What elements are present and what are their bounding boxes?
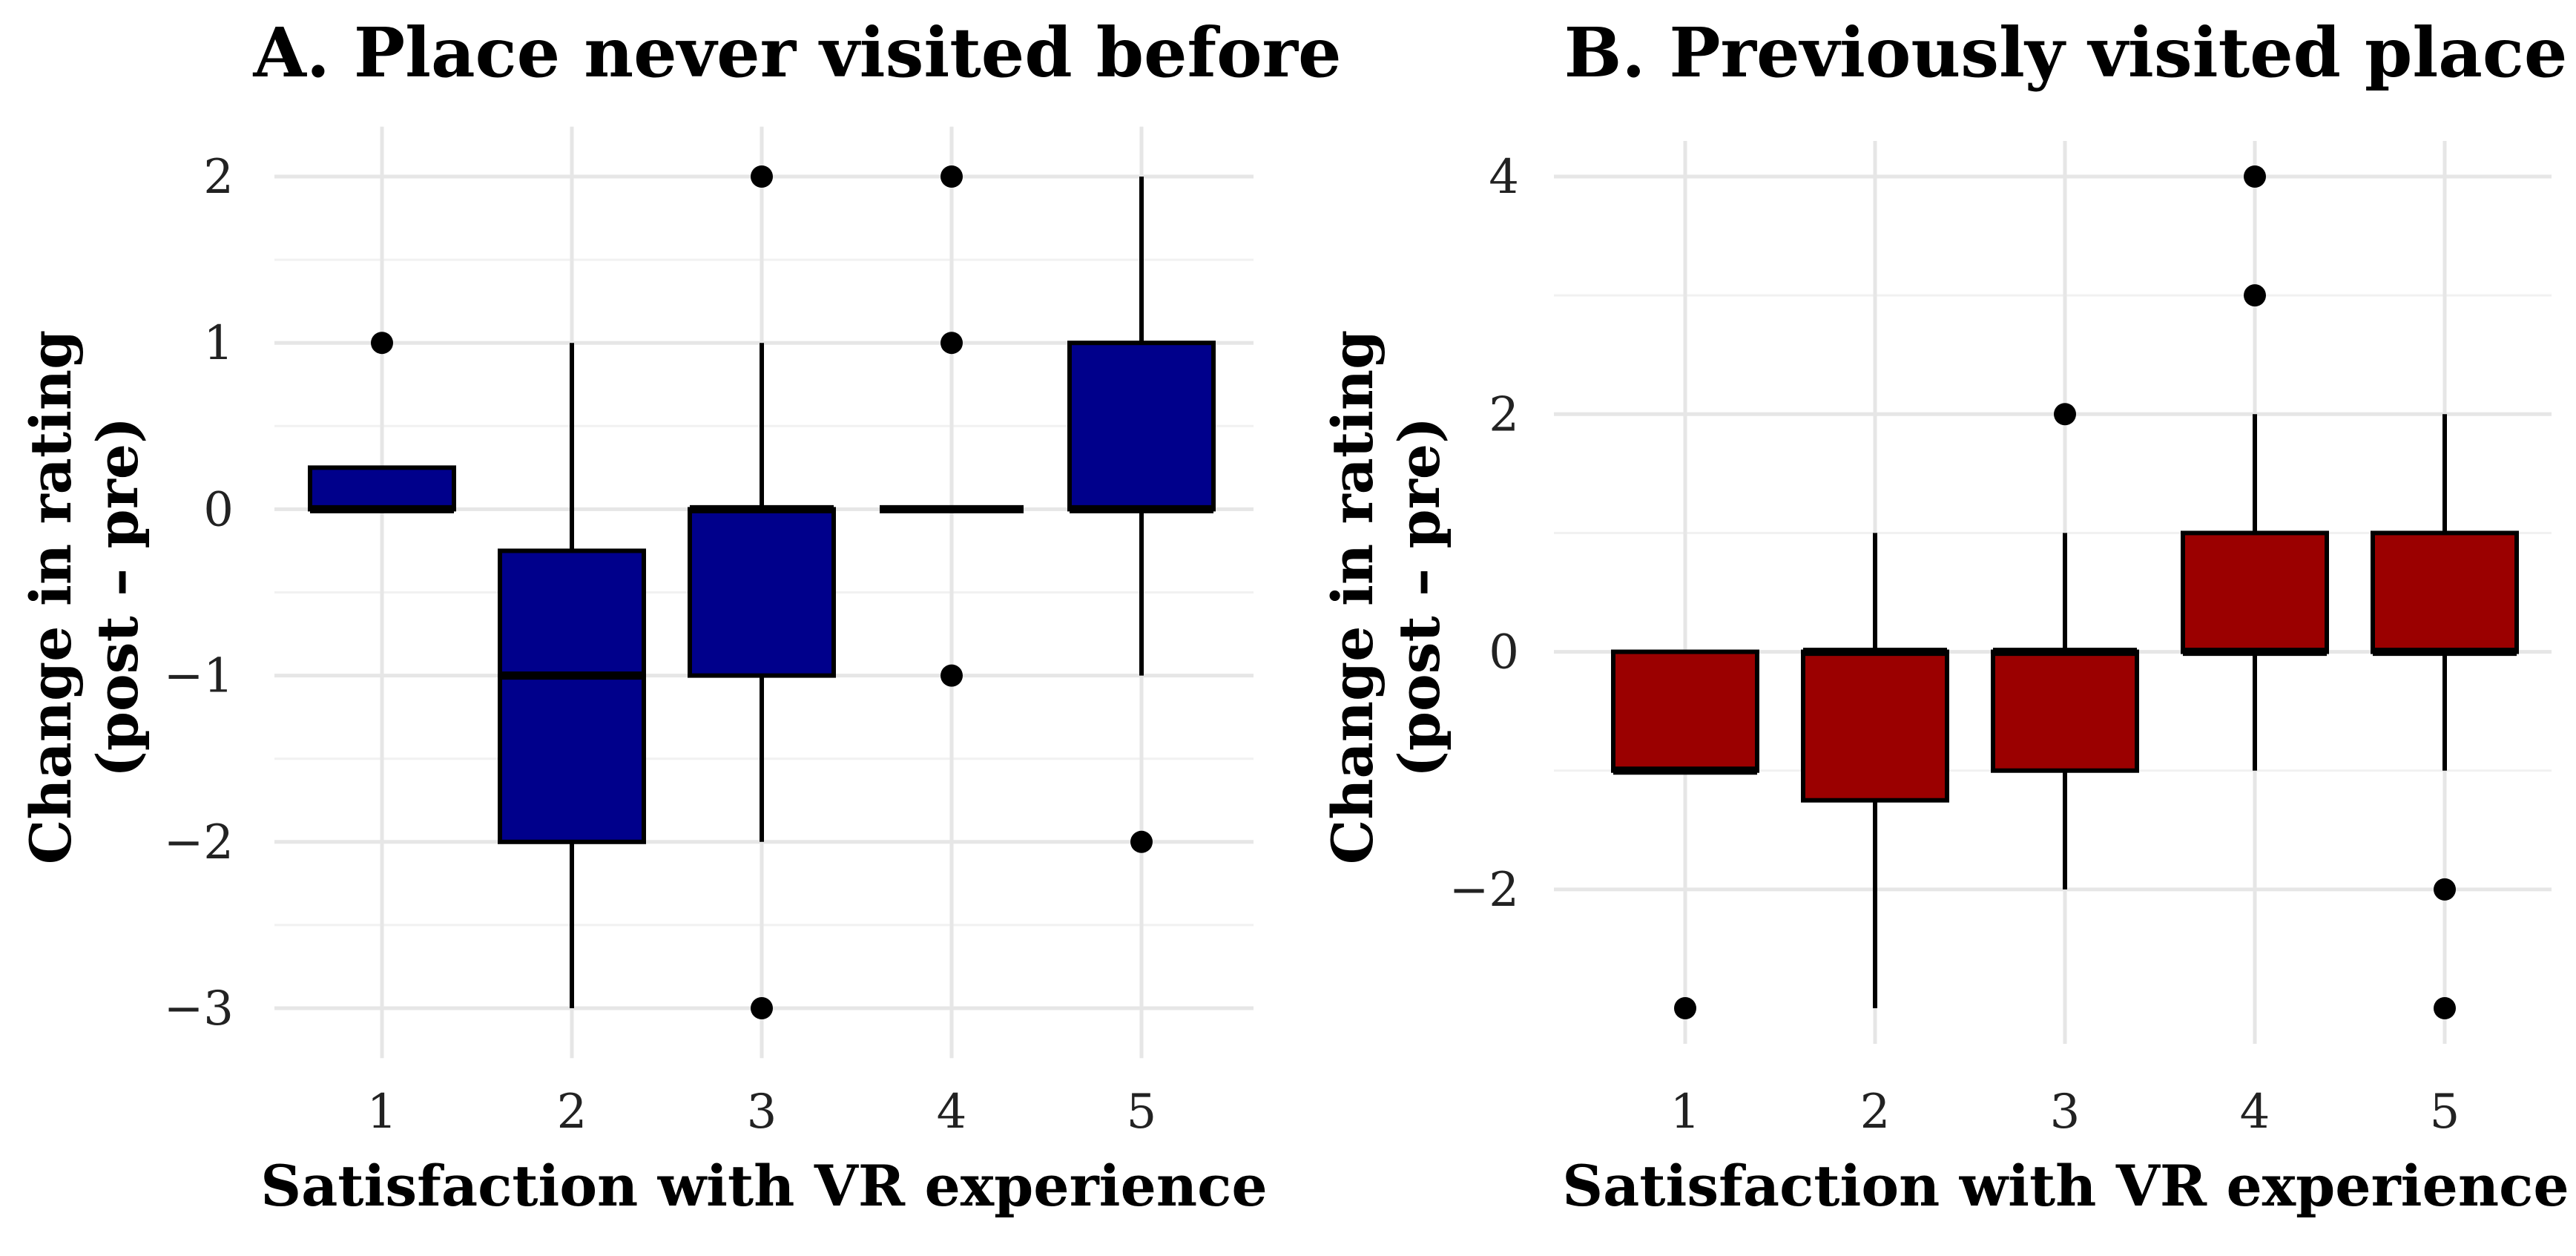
- iqr-box: [1611, 649, 1759, 773]
- outlier-point: [751, 165, 773, 188]
- outlier-point: [2244, 284, 2266, 307]
- panel-a-box-2: [498, 343, 646, 1008]
- panel-a-box-4: [880, 165, 1024, 687]
- panel-a-y-tick-label: −1: [164, 649, 234, 704]
- iqr-box: [308, 465, 456, 512]
- panel-a-x-axis: 1 2 3 4 5: [367, 1085, 1157, 1140]
- panel-b-y-tick-label: 0: [1489, 625, 1519, 680]
- iqr-box: [1801, 649, 1949, 803]
- panel-b-x-tick-label: 2: [1860, 1085, 1891, 1140]
- outlier-point: [1130, 830, 1153, 853]
- outlier-point: [2054, 403, 2076, 426]
- panel-b-title: B. Previously visited place: [1564, 13, 2568, 93]
- panel-a-x-axis-title: Satisfaction with VR experience: [260, 1153, 1268, 1219]
- panel-b-box-3: [1991, 403, 2139, 890]
- panel-b-boxes: [1611, 165, 2519, 1019]
- outlier-point: [941, 664, 963, 687]
- panel-a-box-3: [688, 165, 836, 1019]
- panel-b-x-tick-label: 5: [2430, 1085, 2460, 1140]
- panel-b-y-axis: 4 2 0 −2: [1449, 150, 1519, 918]
- panel-a-x-tick-label: 2: [557, 1085, 587, 1140]
- panel-b-x-tick-label: 4: [2240, 1085, 2270, 1140]
- iqr-box: [2181, 530, 2329, 654]
- panel-b-box-4: [2181, 165, 2329, 771]
- panel-a-y-tick-label: 2: [203, 150, 234, 205]
- panel-a-y-tick-label: 1: [203, 316, 234, 371]
- outlier-point: [941, 332, 963, 355]
- iqr-box: [1067, 341, 1216, 512]
- panel-b-x-tick-label: 3: [2050, 1085, 2081, 1140]
- panel-a-title: A. Place never visited before: [252, 13, 1341, 93]
- outlier-point: [751, 997, 773, 1019]
- panel-a-box-1: [308, 332, 456, 513]
- iqr-box: [2371, 530, 2519, 654]
- panel-b-box-1: [1611, 649, 1759, 1019]
- outlier-point: [941, 165, 963, 188]
- iqr-box: [1991, 649, 2139, 773]
- panel-a-y-axis: 2 1 0 −1 −2 −3: [164, 150, 234, 1036]
- panel-a-y-axis-title-line1: Change in rating: [18, 330, 84, 864]
- panel-b-box-5: [2371, 414, 2519, 1019]
- panel-a-y-tick-label: 0: [203, 482, 234, 537]
- panel-a-x-tick-label: 3: [747, 1085, 777, 1140]
- panel-b-x-tick-label: 1: [1670, 1085, 1701, 1140]
- panel-a-boxes: [308, 165, 1216, 1019]
- outlier-point: [1674, 997, 1696, 1019]
- panel-b-y-tick-label: 4: [1489, 150, 1519, 205]
- panel-b-y-axis-title-line1: Change in rating: [1320, 330, 1386, 864]
- panel-b-box-2: [1801, 533, 1949, 1008]
- panel-a-x-tick-label: 5: [1127, 1085, 1157, 1140]
- panel-a: A. Place never visited before 210−1−2−3 …: [18, 13, 1342, 1219]
- panel-a-y-axis-title-line2: (post – pre): [85, 417, 151, 777]
- outlier-point: [2434, 997, 2456, 1019]
- panel-a-box-5: [1067, 177, 1216, 853]
- panel-b-y-tick-label: 2: [1489, 387, 1519, 442]
- panel-a-x-tick-label: 1: [367, 1085, 398, 1140]
- panel-b-x-axis: 1 2 3 4 5: [1670, 1085, 2460, 1140]
- panel-a-y-tick-label: −3: [164, 982, 234, 1036]
- outlier-point: [2434, 878, 2456, 901]
- outlier-point: [371, 332, 393, 355]
- iqr-box: [498, 548, 646, 844]
- panel-b-y-tick-label: −2: [1449, 863, 1519, 918]
- panel-b-y-axis-title-line2: (post – pre): [1386, 417, 1452, 777]
- panel-a-x-tick-label: 4: [937, 1085, 967, 1140]
- panel-b-x-axis-title: Satisfaction with VR experience: [1562, 1153, 2569, 1219]
- outlier-point: [2244, 165, 2266, 188]
- panel-a-y-tick-label: −2: [164, 815, 234, 870]
- iqr-box: [688, 507, 836, 678]
